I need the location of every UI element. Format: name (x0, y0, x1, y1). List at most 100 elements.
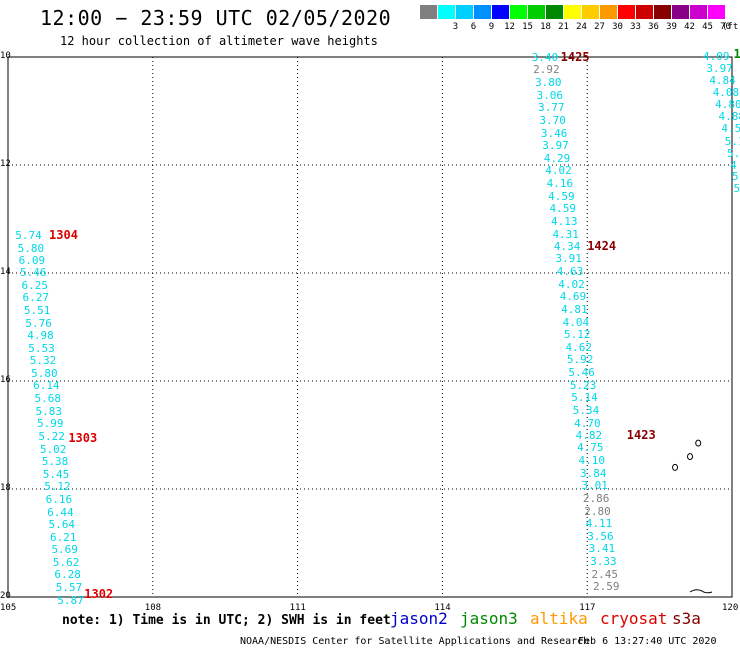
wave-height-value: 5.87 (57, 593, 84, 607)
scale-swatch (636, 5, 653, 19)
scale-label: 21 (558, 22, 569, 32)
wave-height-value: 5.3 (727, 146, 740, 160)
pass-time-label: 1 (733, 47, 740, 62)
wave-height-value: 5.62 (52, 555, 80, 569)
wave-height-value: 3.33 (590, 554, 617, 568)
pass-time-label: 1423 (626, 428, 656, 442)
legend-entry-altika: altika (530, 609, 588, 628)
pass-time-label: 1424 (587, 239, 617, 253)
credit-line: NOAA/NESDIS Center for Satellite Applica… (240, 636, 590, 647)
wave-height-value: 4.04 (562, 315, 590, 329)
wave-height-value: 4 (730, 159, 737, 172)
map-frame (7, 56, 733, 598)
scale-label: 6 (470, 22, 477, 32)
wave-height-value: 5.10 (724, 134, 740, 148)
scale-swatch (654, 5, 671, 19)
wave-height-value: 5.76 (25, 316, 52, 330)
scale-label: 36 (648, 22, 659, 32)
wave-height-value: 5.02 (39, 442, 67, 456)
legend-entry-s3a: s3a (672, 609, 701, 628)
wave-height-value: 6.21 (49, 530, 77, 544)
wave-height-value: 5.57 (55, 581, 83, 595)
wave-height-value: 4.59 (549, 202, 577, 216)
wave-height-value: 4.34 (553, 240, 581, 253)
wave-height-value: 5.22 (38, 430, 65, 444)
wave-height-value: 4.16 (546, 176, 574, 190)
wave-height-value: 5.53 (28, 341, 55, 355)
wave-height-value: 5.80 (17, 241, 45, 255)
scale-label: 39 (666, 22, 677, 32)
wave-height-value: 5.34 (572, 403, 600, 417)
lat-tick-label: 14 (0, 267, 11, 277)
lat-tick-label: 12 (0, 159, 11, 169)
lat-tick-label: 16 (0, 375, 11, 385)
scale-label: 12 (504, 22, 515, 32)
wave-height-value: 5 (733, 181, 740, 195)
wave-height-value: 4.11 (585, 517, 613, 531)
scale-label: 24 (576, 22, 587, 32)
wave-height-value: 3.77 (537, 101, 565, 115)
lon-tick-label: 114 (434, 603, 451, 613)
wave-height-value: 4.31 (552, 227, 579, 241)
scale-swatch (582, 5, 599, 19)
wave-height-value: 4.29 (543, 151, 571, 165)
scale-swatch (600, 5, 617, 19)
wave-height-value: 4.09 (703, 49, 730, 63)
wave-height-value: 5.46 (20, 265, 47, 279)
lat-tick-label: 20 (0, 591, 11, 601)
wave-height-value: 4.98 (27, 329, 54, 343)
island-outline (672, 463, 679, 471)
wave-height-value: 4.84 (709, 73, 736, 87)
wave-height-value: 5.32 (29, 354, 57, 368)
map-subtitle: 12 hour collection of altimeter wave hei… (60, 34, 378, 48)
wave-height-value: 4.59 (548, 189, 575, 203)
wave-height-value: 3.01 (581, 479, 608, 493)
wave-height-value: 4.62 (565, 340, 592, 354)
wave-height-value: 4.10 (578, 454, 606, 468)
wave-height-value: 4.13 (551, 214, 578, 228)
lon-tick-label: 111 (289, 603, 306, 613)
scale-swatch (456, 5, 473, 19)
wave-height-value: 5.74 (15, 229, 42, 243)
scale-swatch (420, 5, 437, 19)
pass-time-label: 1302 (84, 587, 114, 602)
wave-height-value: 5.45 (42, 467, 70, 481)
wave-height-value: 3.46 (540, 126, 568, 140)
scale-swatch (438, 5, 455, 19)
wave-height-value: 4.80 (715, 97, 740, 111)
scale-swatch (690, 5, 707, 19)
wave-height-value: 4.08 (712, 86, 740, 100)
map-title: 12:00 − 23:59 UTC 02/05/2020 (40, 6, 392, 30)
wave-height-value: 4.56 (721, 122, 740, 136)
pass-time-label: 1304 (49, 228, 78, 243)
legend-entry-jason2: jason2 (390, 609, 448, 628)
pass-time-label: 1425 (560, 50, 590, 64)
lat-tick-label: 18 (0, 483, 11, 493)
wave-height-value: 2.92 (533, 63, 560, 77)
island-outline (695, 439, 702, 447)
scale-swatch (672, 5, 689, 19)
wave-height-value: 6.44 (47, 505, 74, 519)
scale-label: 3 (452, 22, 459, 32)
wave-height-value: 2.80 (584, 504, 611, 518)
wave-height-value: 5.51 (23, 303, 51, 317)
wave-height-value: 5 (732, 169, 739, 183)
scale-swatch (708, 5, 725, 19)
wave-height-value: 5.83 (35, 404, 63, 418)
wave-height-value: 6.27 (22, 291, 49, 305)
wave-height-value: 3.06 (536, 88, 564, 102)
wave-height-value: 5.46 (568, 365, 595, 379)
wave-height-value: 3.91 (555, 252, 582, 266)
wave-height-value: 2.86 (582, 492, 610, 506)
wave-height-value: 4.81 (561, 303, 588, 317)
scale-swatch (528, 5, 545, 19)
wave-height-value: 5.64 (48, 518, 76, 532)
scale-label: 70 (720, 22, 731, 32)
scale-swatch (492, 5, 509, 19)
lat-tick-label: 10 (0, 51, 11, 61)
wave-height-value: 5.38 (41, 454, 69, 468)
wave-height-value: 2.45 (591, 567, 619, 581)
wave-height-value: 3.70 (539, 114, 566, 128)
wave-height-value: 3.41 (588, 542, 616, 556)
